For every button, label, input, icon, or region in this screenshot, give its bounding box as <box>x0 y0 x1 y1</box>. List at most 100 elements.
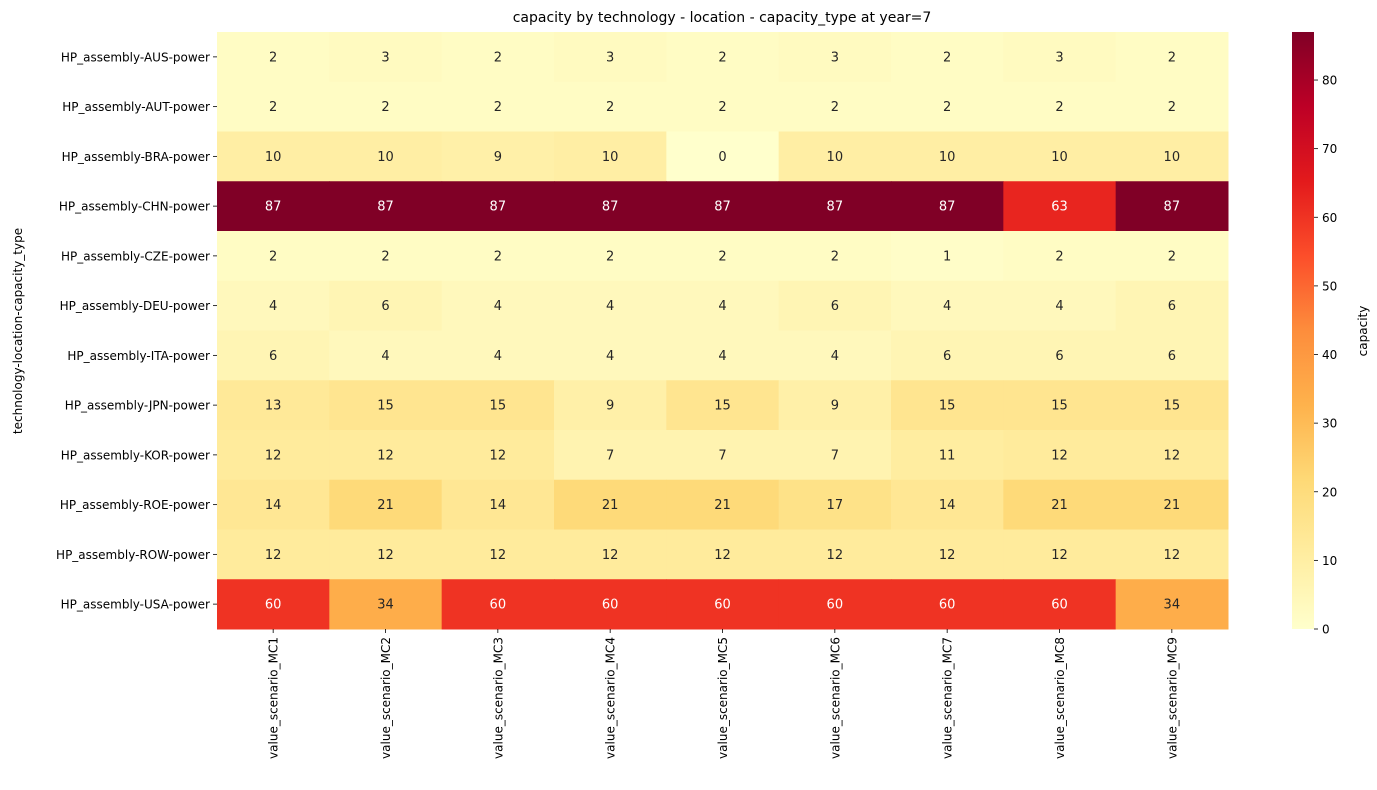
colorbar <box>1292 32 1314 629</box>
heatmap-cell <box>778 579 892 630</box>
heatmap-cell <box>217 579 330 630</box>
heatmap-cell <box>441 131 555 182</box>
heatmap-cell <box>778 529 892 580</box>
cell-value-label: 2 <box>494 50 502 65</box>
cell-value-label: 9 <box>606 399 614 414</box>
cell-value-label: 12 <box>827 548 844 563</box>
y-tick-label: HP_assembly-ROW-power <box>56 548 210 562</box>
heatmap-cell <box>891 479 1004 530</box>
heatmap-cell <box>778 231 892 282</box>
cell-value-label: 4 <box>606 349 614 364</box>
heatmap-cell <box>778 181 892 232</box>
cell-value-label: 12 <box>377 548 394 563</box>
cell-value-label: 4 <box>718 299 726 314</box>
heatmap-cell <box>217 181 330 232</box>
cell-value-label: 4 <box>494 349 502 364</box>
heatmap-cell <box>329 231 443 282</box>
x-tick-label: value_scenario_MC9 <box>1165 637 1179 759</box>
cell-value-label: 2 <box>831 100 839 115</box>
cell-value-label: 87 <box>602 200 619 215</box>
heatmap-cell <box>778 430 892 481</box>
cell-value-label: 2 <box>1168 249 1176 264</box>
x-tick-label: value_scenario_MC4 <box>604 637 618 759</box>
heatmap-cell <box>1115 32 1229 83</box>
heatmap-cell <box>554 579 667 630</box>
cell-value-label: 6 <box>381 299 389 314</box>
heatmap-cell <box>329 579 443 630</box>
heatmap-cell <box>329 280 443 331</box>
heatmap-cell <box>217 430 330 481</box>
cell-value-label: 87 <box>1164 200 1181 215</box>
heatmap-cell <box>329 32 443 83</box>
heatmap-cell <box>1115 231 1229 282</box>
cell-value-label: 4 <box>606 299 614 314</box>
cell-value-label: 3 <box>381 50 389 65</box>
heatmap-cell <box>1003 430 1117 481</box>
y-tick-label: HP_assembly-ITA-power <box>67 349 210 363</box>
cell-value-label: 7 <box>606 448 614 463</box>
heatmap-cell <box>329 529 443 580</box>
cell-value-label: 6 <box>943 349 951 364</box>
heatmap-cell <box>554 131 667 182</box>
heatmap-cell <box>1115 81 1229 132</box>
cell-value-label: 21 <box>714 498 731 513</box>
cell-value-label: 21 <box>377 498 394 513</box>
cell-value-label: 15 <box>939 399 956 414</box>
heatmap-cell <box>1003 231 1117 282</box>
cell-value-label: 60 <box>827 598 844 613</box>
cell-value-label: 21 <box>1051 498 1068 513</box>
y-tick-labels: HP_assembly-AUS-power HP_assembly-AUT-pow… <box>56 50 217 612</box>
cell-value-label: 2 <box>718 50 726 65</box>
colorbar-ticks: 0 10 20 30 40 50 60 70 80 <box>1314 74 1337 637</box>
cell-value-label: 17 <box>827 498 844 513</box>
heatmap-cell <box>1003 131 1117 182</box>
cell-value-label: 2 <box>381 249 389 264</box>
y-tick-label: HP_assembly-BRA-power <box>62 150 210 164</box>
cell-value-label: 12 <box>490 548 507 563</box>
colorbar-tick-label: 30 <box>1322 417 1337 431</box>
heatmap-cell <box>441 280 555 331</box>
x-tick-label: value_scenario_MC2 <box>379 637 393 759</box>
heatmap-cell <box>891 32 1004 83</box>
heatmap-cell <box>441 579 555 630</box>
y-tick-label: HP_assembly-AUS-power <box>61 50 210 64</box>
x-tick-label: value_scenario_MC1 <box>267 637 281 759</box>
heatmap-cell <box>1003 529 1117 580</box>
cell-value-label: 4 <box>831 349 839 364</box>
heatmap-cell <box>554 330 667 381</box>
cell-value-label: 2 <box>1168 100 1176 115</box>
heatmap-cell <box>554 380 667 431</box>
cell-value-label: 13 <box>265 399 282 414</box>
heatmap-cell <box>1115 330 1229 381</box>
cell-value-label: 4 <box>494 299 502 314</box>
heatmap-cell <box>891 280 1004 331</box>
heatmap-cell <box>329 479 443 530</box>
cell-value-label: 12 <box>1051 548 1068 563</box>
cell-value-label: 15 <box>1051 399 1068 414</box>
cell-value-label: 4 <box>269 299 277 314</box>
heatmap-cell <box>891 380 1004 431</box>
cell-value-label: 9 <box>831 399 839 414</box>
heatmap-cells: 2 3 2 3 2 3 2 3 2 2 2 2 2 2 2 2 2 2 10 10 9 10 0 10 10 10 10 87 87 87… <box>217 32 1229 630</box>
cell-value-label: 87 <box>827 200 844 215</box>
heatmap-cell <box>1115 579 1229 630</box>
y-tick-label: HP_assembly-ROE-power <box>60 498 210 512</box>
cell-value-label: 60 <box>1051 598 1068 613</box>
cell-value-label: 6 <box>1055 349 1063 364</box>
cell-value-label: 15 <box>714 399 731 414</box>
cell-value-label: 60 <box>265 598 282 613</box>
heatmap-cell <box>891 81 1004 132</box>
heatmap-cell <box>441 479 555 530</box>
heatmap-cell <box>666 529 780 580</box>
x-tick-label: value_scenario_MC3 <box>491 637 505 759</box>
y-tick-label: HP_assembly-CHN-power <box>59 200 210 214</box>
cell-value-label: 2 <box>606 100 614 115</box>
cell-value-label: 4 <box>943 299 951 314</box>
heatmap-cell <box>1003 280 1117 331</box>
cell-value-label: 34 <box>377 598 394 613</box>
colorbar-tick-label: 80 <box>1322 74 1337 88</box>
cell-value-label: 4 <box>718 349 726 364</box>
cell-value-label: 12 <box>490 448 507 463</box>
cell-value-label: 87 <box>939 200 956 215</box>
cell-value-label: 3 <box>1055 50 1063 65</box>
